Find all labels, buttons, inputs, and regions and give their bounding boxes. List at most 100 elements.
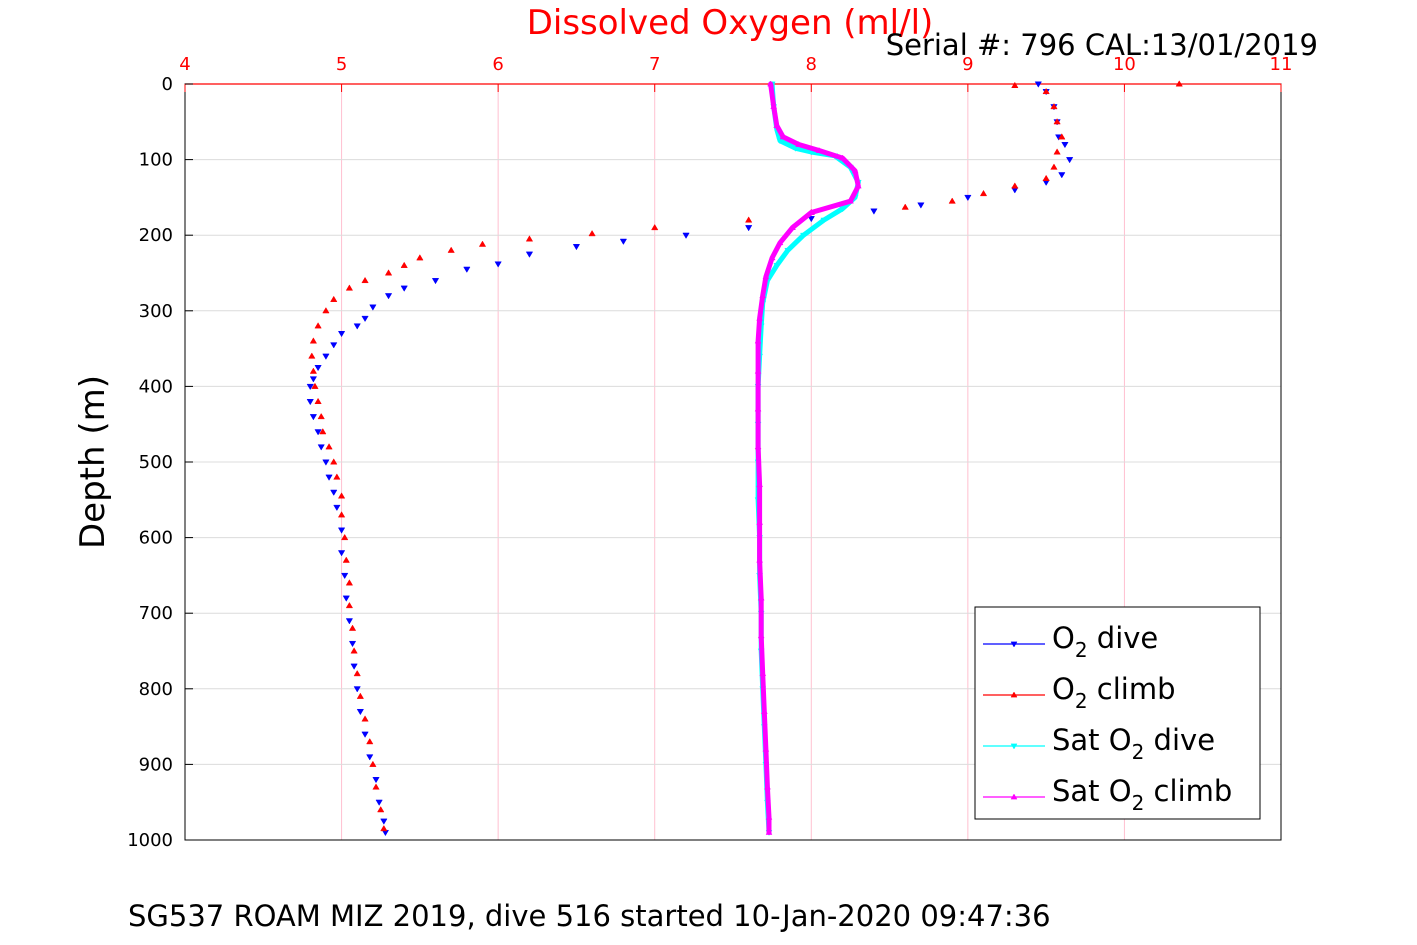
y-tick-label: 0 [162,74,173,95]
data-point [1053,148,1061,155]
data-point [525,235,534,242]
serial-label: Serial #: 796 CAL:13/01/2019 [886,28,1318,62]
legend-marker [1010,691,1018,698]
legend-label-sub: 2 [1075,638,1088,662]
data-point [745,225,753,232]
data-point [572,244,581,251]
legend-label: Sat O2 dive [1052,723,1215,764]
data-point [325,443,333,450]
data-point [1061,141,1069,149]
data-point [1175,80,1183,87]
data-point [776,138,784,145]
data-point [447,246,455,253]
data-point [314,429,322,436]
data-point [494,261,502,268]
data-point [342,595,350,602]
data-point [342,556,350,563]
data-point [330,295,338,302]
data-point [380,818,388,825]
data-point [372,777,380,784]
data-point [779,133,787,140]
data-point [767,80,775,87]
data-point [765,828,773,835]
data-point [348,640,357,648]
legend-label-sub: 2 [1132,740,1145,764]
data-point [348,624,357,631]
y-tick-label: 400 [139,376,173,397]
data-point [337,527,346,534]
data-point [341,533,349,541]
data-point [375,799,383,806]
data-point [760,707,768,714]
data-point [353,686,361,693]
data-point [314,365,322,372]
data-point [948,197,956,204]
y-tick-label: 700 [139,603,173,624]
data-point [762,745,770,752]
data-point [800,232,807,239]
data-point [1011,81,1019,89]
data-point [759,670,767,677]
data-point [851,167,859,174]
data-point [964,194,972,202]
data-point [369,304,377,311]
data-point [309,337,318,344]
series-sat-o2-climb [754,80,862,835]
data-point [356,692,364,699]
data-point [754,405,762,412]
data-point [330,458,338,465]
data-point [1058,172,1066,179]
data-point [807,209,815,215]
data-point [372,783,380,790]
data-point [901,203,909,210]
data-point [762,273,770,280]
data-point [322,307,330,314]
data-point [322,459,330,466]
data-point [345,601,354,609]
legend-label-suffix: dive [1144,723,1215,757]
data-point [431,278,440,285]
data-point [756,481,764,488]
data-point [317,412,325,420]
data-point [765,813,773,820]
y-tick-label: 900 [139,754,173,775]
legend-label-text: Sat O [1052,723,1132,757]
x-tick-label: 9 [962,54,973,75]
data-point [311,382,319,389]
data-point [754,367,762,374]
x-tick-label: 11 [1270,54,1293,75]
data-point [377,806,385,813]
data-point [1034,81,1042,88]
data-point [350,647,358,654]
data-point [839,154,847,161]
legend-marker [1010,793,1018,800]
tick-labels: 4 5 6 7 8 9 10 11 0 100 200 300 400 500 600 700 800 900 10… [127,54,1292,851]
data-point [525,251,534,258]
data-point [757,594,765,601]
data-point [308,352,316,359]
data-point [333,504,341,512]
data-point [330,489,338,496]
data-point [1011,182,1019,189]
data-point [917,202,925,209]
data-point [366,754,374,761]
legend-label-suffix: climb [1088,672,1176,706]
data-point [353,669,361,677]
data-point [345,618,354,625]
data-point [979,189,988,197]
legend-label-sub: 2 [1075,689,1088,713]
legend-box [974,606,1261,820]
x-tick-label: 7 [649,54,660,75]
data-point [350,663,358,670]
y-tick-label: 600 [139,528,173,549]
data-point [792,145,800,152]
chart-title: Dissolved Oxygen (ml/l) [527,3,934,43]
data-point [337,492,346,499]
data-point [353,323,361,330]
y-tick-label: 200 [139,225,173,246]
data-point [380,824,388,832]
data-point [345,579,354,586]
data-point [1042,174,1050,181]
data-point [757,632,765,639]
